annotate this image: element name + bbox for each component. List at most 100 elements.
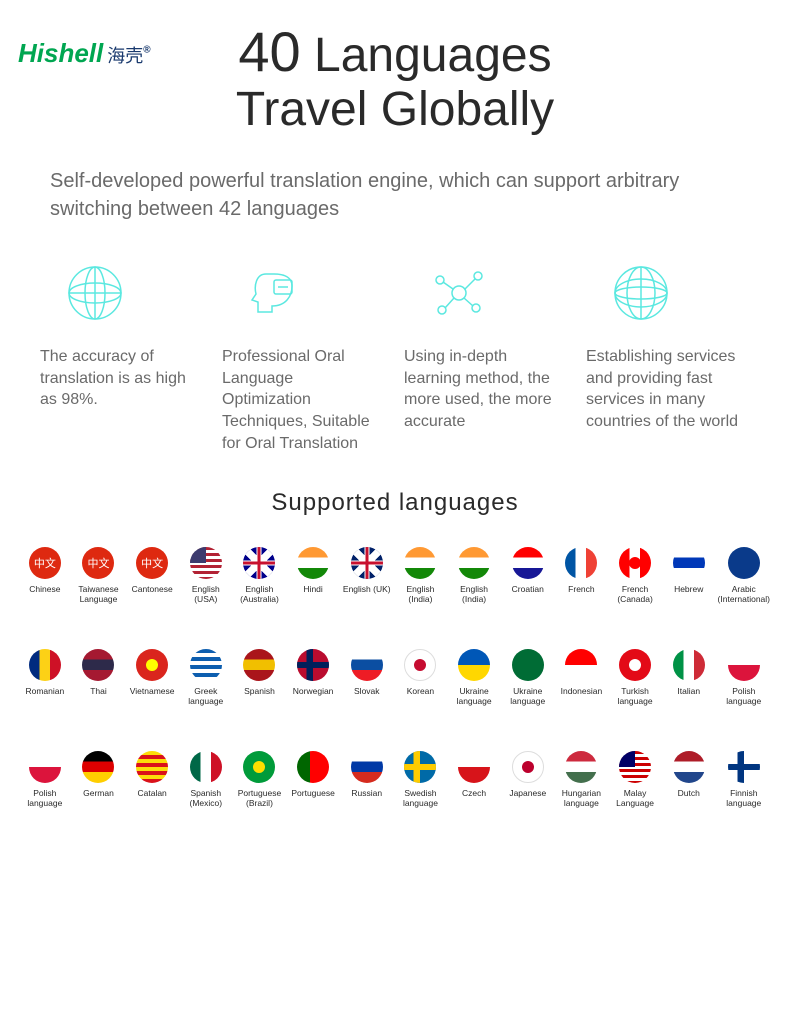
- flag-item: Korean: [396, 649, 446, 707]
- flag-icon: [297, 751, 329, 783]
- brand-cn: 海壳: [107, 46, 143, 66]
- network-icon: [424, 258, 494, 328]
- flag-label: French (Canada): [610, 585, 660, 605]
- flag-icon: [351, 751, 383, 783]
- flag-label: Czech: [449, 789, 499, 809]
- flag-label: Cantonese: [127, 585, 177, 605]
- flag-icon: [458, 547, 490, 579]
- flag-item: Thai: [74, 649, 124, 707]
- flag-item: Hindi: [288, 547, 338, 605]
- feature-4-text: Establishing services and providing fast…: [586, 346, 750, 432]
- flag-icon: [243, 649, 275, 681]
- flag-label: English (India): [396, 585, 446, 605]
- flag-label: Hindi: [288, 585, 338, 605]
- flag-item: English (USA): [181, 547, 231, 605]
- flag-label: Indonesian: [557, 687, 607, 707]
- flag-item: Slovak: [342, 649, 392, 707]
- flag-icon: [458, 751, 490, 783]
- flag-label: Korean: [396, 687, 446, 707]
- flag-icon: [136, 751, 168, 783]
- brand-logo: Hishell海壳®: [18, 38, 151, 69]
- flag-label: Catalan: [127, 789, 177, 809]
- flag-icon: [29, 751, 61, 783]
- flag-item: Czech: [449, 751, 499, 809]
- flag-icon: [297, 649, 329, 681]
- flag-label: English (USA): [181, 585, 231, 605]
- flag-icon: [297, 547, 329, 579]
- flag-icon: [82, 649, 114, 681]
- flag-icon: [351, 547, 383, 579]
- flag-label: Russian: [342, 789, 392, 809]
- flag-label: Greek language: [181, 687, 231, 707]
- flag-item: Italian: [664, 649, 714, 707]
- flag-label: Ukraine language: [449, 687, 499, 707]
- flag-label: German: [74, 789, 124, 809]
- flag-item: Arabic (International): [718, 547, 770, 605]
- flag-label: Thai: [74, 687, 124, 707]
- flag-icon: [82, 751, 114, 783]
- flag-item: French (Canada): [610, 547, 660, 605]
- flags-section: 中文Chinese中文Taiwanese Language中文Cantonese…: [0, 547, 790, 809]
- headline-line2: Travel Globally: [0, 84, 790, 137]
- flags-grid: 中文Chinese中文Taiwanese Language中文Cantonese…: [20, 547, 770, 809]
- flag-label: Chinese: [20, 585, 70, 605]
- flag-item: Dutch: [664, 751, 714, 809]
- flag-item: Swedish language: [396, 751, 446, 809]
- flag-item: Malay Language: [610, 751, 660, 809]
- flag-item: Portuguese: [288, 751, 338, 809]
- flag-label: Portuguese: [288, 789, 338, 809]
- flag-item: Russian: [342, 751, 392, 809]
- flag-icon: [619, 547, 651, 579]
- flag-label: Arabic (International): [718, 585, 770, 605]
- flag-item: 中文Cantonese: [127, 547, 177, 605]
- flag-item: 中文Chinese: [20, 547, 70, 605]
- flag-item: Spanish (Mexico): [181, 751, 231, 809]
- flag-label: Slovak: [342, 687, 392, 707]
- flag-item: English (UK): [342, 547, 392, 605]
- flag-icon: [673, 649, 705, 681]
- brand-name: Hishell: [18, 38, 103, 68]
- flag-label: English (India): [449, 585, 499, 605]
- flag-icon: [728, 547, 760, 579]
- flag-icon: [565, 751, 597, 783]
- flag-icon: [29, 649, 61, 681]
- flag-item: Portuguese (Brazil): [235, 751, 285, 809]
- flag-icon: [512, 751, 544, 783]
- flag-item: Turkish language: [610, 649, 660, 707]
- flag-label: Norwegian: [288, 687, 338, 707]
- flag-label: Polish language: [718, 687, 770, 707]
- flag-label: English (UK): [342, 585, 392, 605]
- feature-3: Using in-depth learning method, the more…: [404, 258, 568, 454]
- features-row: The accuracy of translation is as high a…: [40, 258, 750, 454]
- flag-label: Croatian: [503, 585, 553, 605]
- flag-label: Dutch: [664, 789, 714, 809]
- flag-icon: [673, 547, 705, 579]
- flag-item: Croatian: [503, 547, 553, 605]
- feature-2: Professional Oral Language Optimization …: [222, 258, 386, 454]
- flag-item: Spanish: [235, 649, 285, 707]
- flag-icon: [404, 649, 436, 681]
- flag-item: Hebrew: [664, 547, 714, 605]
- globe-grid-icon: [606, 258, 676, 328]
- flag-icon: [136, 649, 168, 681]
- flag-label: Romanian: [20, 687, 70, 707]
- flag-item: German: [74, 751, 124, 809]
- flag-icon: [190, 751, 222, 783]
- flag-label: Japanese: [503, 789, 553, 809]
- feature-1-text: The accuracy of translation is as high a…: [40, 346, 204, 411]
- flag-icon: [728, 751, 760, 783]
- flag-label: Taiwanese Language: [74, 585, 124, 605]
- flag-item: Norwegian: [288, 649, 338, 707]
- flag-label: Italian: [664, 687, 714, 707]
- flag-icon: [565, 649, 597, 681]
- flag-label: Spanish (Mexico): [181, 789, 231, 809]
- flag-label: English (Australia): [235, 585, 285, 605]
- flag-label: Polish language: [20, 789, 70, 809]
- globe-icon: [60, 258, 130, 328]
- flag-item: Ukraine language: [503, 649, 553, 707]
- flag-icon: [190, 547, 222, 579]
- brand-r: ®: [143, 44, 150, 55]
- flag-icon: [619, 751, 651, 783]
- flag-item: Indonesian: [557, 649, 607, 707]
- head-icon: [242, 258, 312, 328]
